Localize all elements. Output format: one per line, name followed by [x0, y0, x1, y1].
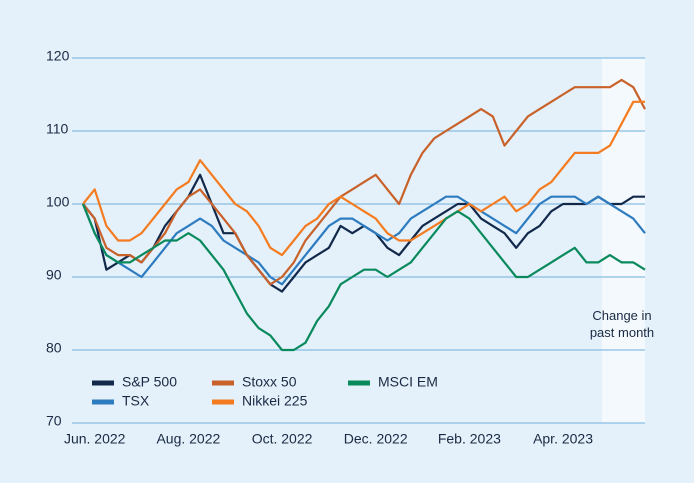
- legend-label: Stoxx 50: [242, 374, 297, 390]
- x-tick-label: Apr. 2023: [533, 431, 593, 447]
- series-line: [82, 100, 645, 257]
- y-tick-label: 80: [46, 340, 62, 356]
- annotation: Change in past month: [590, 308, 654, 340]
- highlight-region: [602, 58, 645, 423]
- annotation-text: past month: [590, 325, 654, 340]
- legend-label: Nikkei 225: [242, 393, 308, 409]
- legend-label: TSX: [122, 393, 150, 409]
- series-line: [81, 195, 646, 286]
- x-tick-label: Oct. 2022: [252, 431, 313, 447]
- legend-label: S&P 500: [122, 374, 177, 390]
- annotation-text: Change in: [592, 308, 651, 323]
- series-line: [82, 78, 646, 286]
- x-tick-label: Aug. 2022: [156, 431, 220, 447]
- y-tick-label: 110: [46, 121, 69, 137]
- y-tick-label: 70: [46, 413, 62, 429]
- y-tick-label: 120: [46, 48, 70, 64]
- y-tick-label: 90: [46, 267, 62, 283]
- y-tick-label: 100: [46, 194, 70, 210]
- x-tick-label: Dec. 2022: [344, 431, 408, 447]
- legend-label: MSCI EM: [378, 374, 438, 390]
- x-tick-label: Jun. 2022: [64, 431, 126, 447]
- x-tick-label: Feb. 2023: [438, 431, 501, 447]
- series-line: [81, 203, 646, 352]
